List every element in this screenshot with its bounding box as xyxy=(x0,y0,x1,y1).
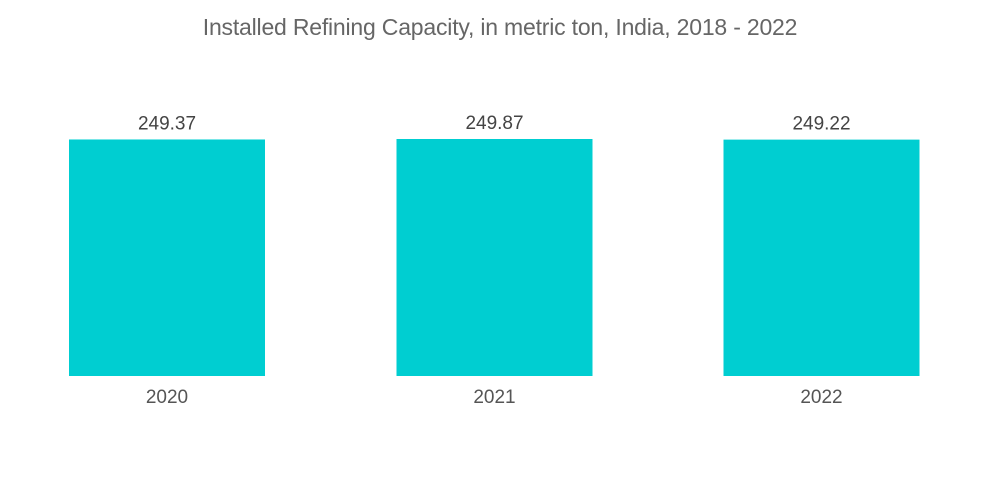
bar-2022 xyxy=(723,139,920,376)
bar-2020 xyxy=(69,139,265,376)
data-label-2021: 249.87 xyxy=(465,113,523,134)
x-tick-label-2020: 2020 xyxy=(146,387,188,408)
x-tick-label-2022: 2022 xyxy=(800,387,842,408)
chart-title: Installed Refining Capacity, in metric t… xyxy=(202,14,798,40)
bar-2021 xyxy=(396,139,593,376)
data-label-2020: 249.37 xyxy=(138,113,196,134)
data-label-2022: 249.22 xyxy=(792,114,850,135)
x-tick-label-2021: 2021 xyxy=(473,387,515,408)
